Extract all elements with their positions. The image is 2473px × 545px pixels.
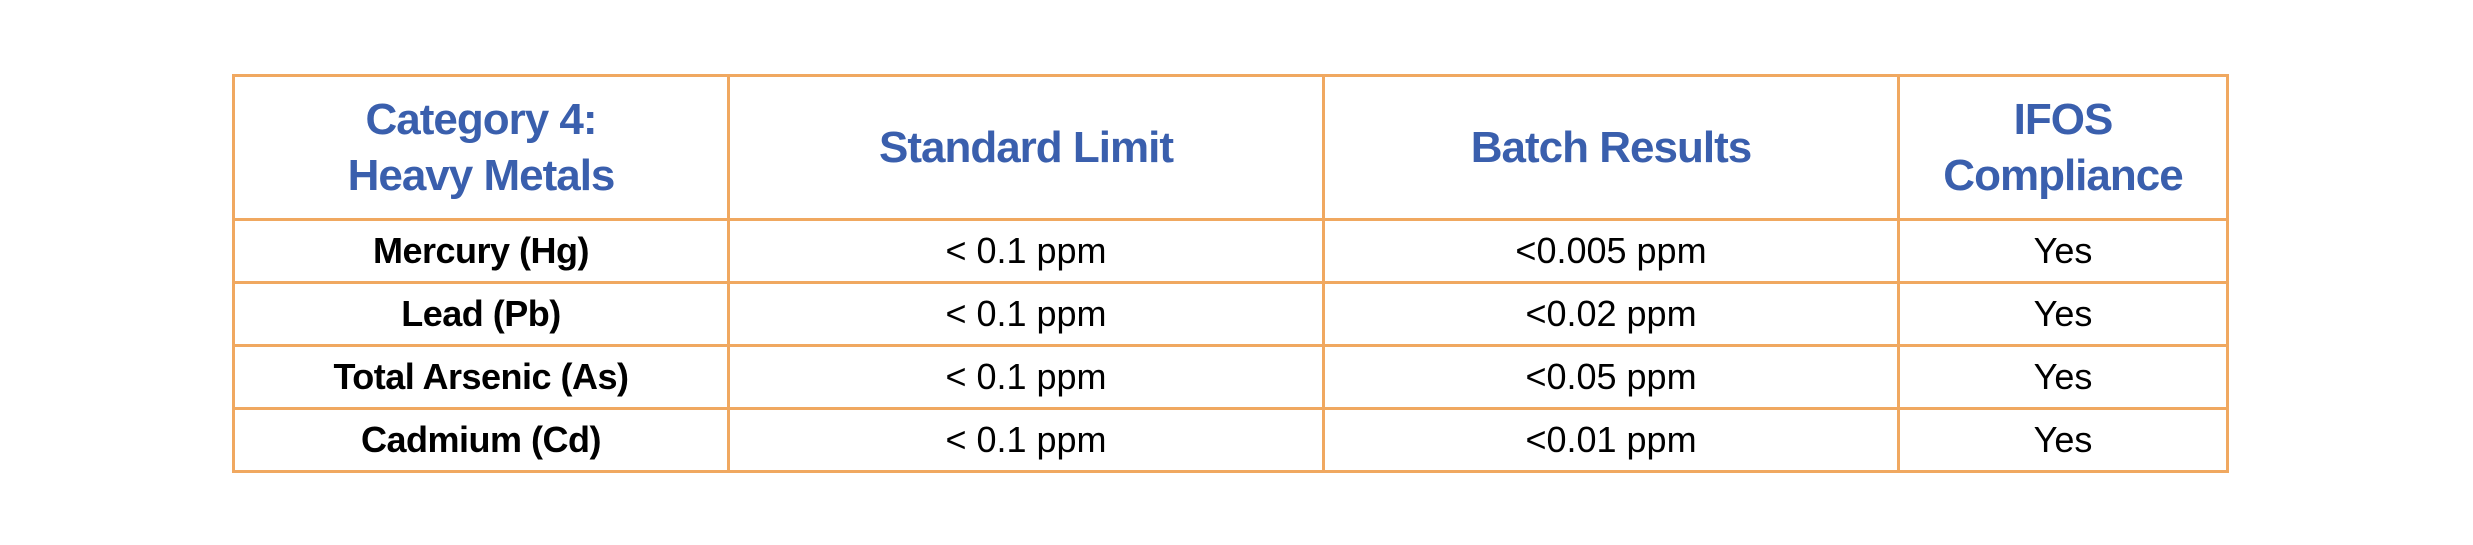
limit-cell: < 0.1 ppm — [727, 344, 1325, 410]
table-row: Lead (Pb) < 0.1 ppm <0.02 ppm Yes — [232, 281, 2229, 347]
limit-cell: < 0.1 ppm — [727, 407, 1325, 473]
compliance-cell: Yes — [1897, 281, 2229, 347]
compliance-cell: Yes — [1897, 344, 2229, 410]
metal-cell: Total Arsenic (As) — [232, 344, 730, 410]
header-compliance-line2: Compliance — [1943, 150, 2183, 200]
compliance-cell: Yes — [1897, 218, 2229, 284]
metal-cell: Lead (Pb) — [232, 281, 730, 347]
table-row: Total Arsenic (As) < 0.1 ppm <0.05 ppm Y… — [232, 344, 2229, 410]
header-category-line2: Heavy Metals — [347, 150, 616, 200]
table-row: Mercury (Hg) < 0.1 ppm <0.005 ppm Yes — [232, 218, 2229, 284]
header-row: Category 4: Heavy Metals Standard Limit … — [232, 74, 2229, 221]
compliance-cell: Yes — [1897, 407, 2229, 473]
heavy-metals-table: Category 4: Heavy Metals Standard Limit … — [232, 74, 2229, 473]
limit-cell: < 0.1 ppm — [727, 281, 1325, 347]
header-compliance-line1: IFOS — [2013, 94, 2114, 144]
header-standard-limit: Standard Limit — [727, 74, 1325, 221]
metal-cell: Mercury (Hg) — [232, 218, 730, 284]
result-cell: <0.02 ppm — [1322, 281, 1900, 347]
result-cell: <0.005 ppm — [1322, 218, 1900, 284]
metal-cell: Cadmium (Cd) — [232, 407, 730, 473]
limit-cell: < 0.1 ppm — [727, 218, 1325, 284]
header-compliance: IFOS Compliance — [1897, 74, 2229, 221]
result-cell: <0.05 ppm — [1322, 344, 1900, 410]
result-cell: <0.01 ppm — [1322, 407, 1900, 473]
header-category-line1: Category 4: — [365, 94, 597, 144]
header-category: Category 4: Heavy Metals — [232, 74, 730, 221]
table-row: Cadmium (Cd) < 0.1 ppm <0.01 ppm Yes — [232, 407, 2229, 473]
header-batch-results: Batch Results — [1322, 74, 1900, 221]
